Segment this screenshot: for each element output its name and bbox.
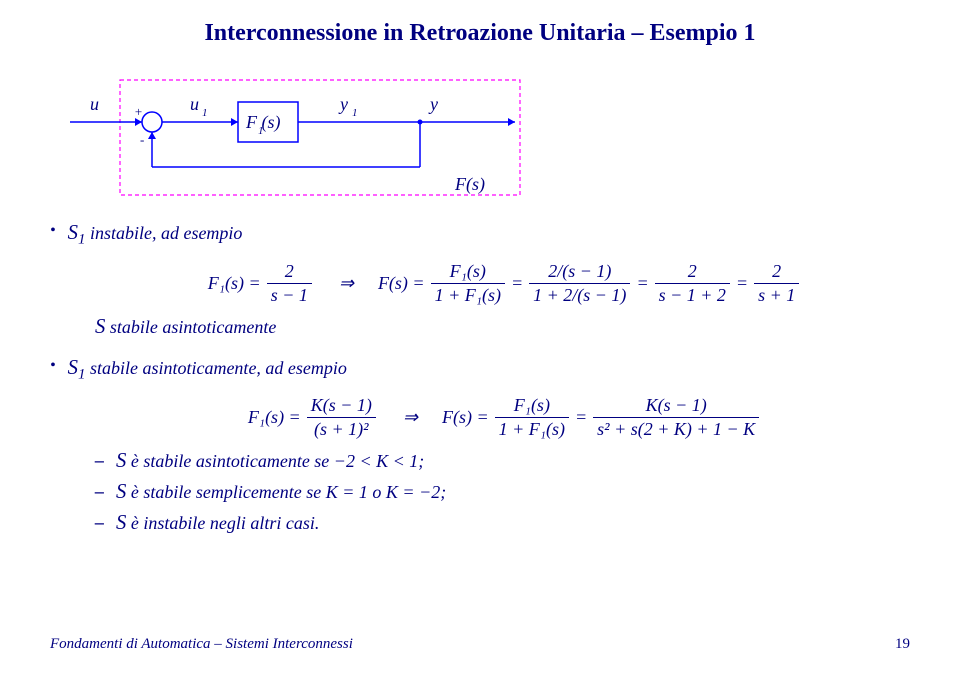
svg-text:u: u (90, 94, 99, 114)
equation-2: F₁(s) = K(s − 1)(s + 1)² ⇒ F(s) = F₁(s)1… (100, 395, 910, 440)
svg-text:1: 1 (258, 125, 264, 137)
svg-text:1: 1 (202, 107, 208, 119)
sub-bullet-3: – S è instabile negli altri casi. (95, 512, 910, 535)
svg-text:+: + (134, 104, 143, 119)
page-title: Interconnessione in Retroazione Unitaria… (50, 20, 910, 47)
svg-text:F(s): F(s) (454, 174, 485, 195)
equation-1: F₁(s) = 2s − 1 ⇒ F(s) = F₁(s)1 + F₁(s) =… (100, 261, 910, 306)
stable-note: S stabile asintoticamente (95, 316, 910, 339)
svg-text:y: y (338, 94, 348, 114)
sub-bullet-1: – S è stabile asintoticamente se −2 < K … (95, 450, 910, 473)
svg-text:y: y (428, 94, 438, 114)
bullet-marker: • (50, 357, 56, 375)
block-diagram: + - u u 1 F (s) 1 y 1 y (60, 72, 910, 202)
footer-text: Fondamenti di Automatica – Sistemi Inter… (50, 636, 353, 653)
bullet-2-text: stabile asintoticamente, ad esempio (90, 358, 347, 378)
svg-text:u: u (190, 94, 199, 114)
page-number: 19 (895, 636, 910, 653)
bullet-1-text: instabile, ad esempio (90, 223, 242, 243)
bullet-1: • S1 instabile, ad esempio (50, 222, 910, 249)
svg-text:-: - (140, 132, 144, 147)
sub-bullet-2: – S è stabile semplicemente se K = 1 o K… (95, 481, 910, 504)
bullet-2: • S1 stabile asintoticamente, ad esempio (50, 357, 910, 384)
svg-text:1: 1 (352, 107, 358, 119)
bullet-marker: • (50, 222, 56, 240)
